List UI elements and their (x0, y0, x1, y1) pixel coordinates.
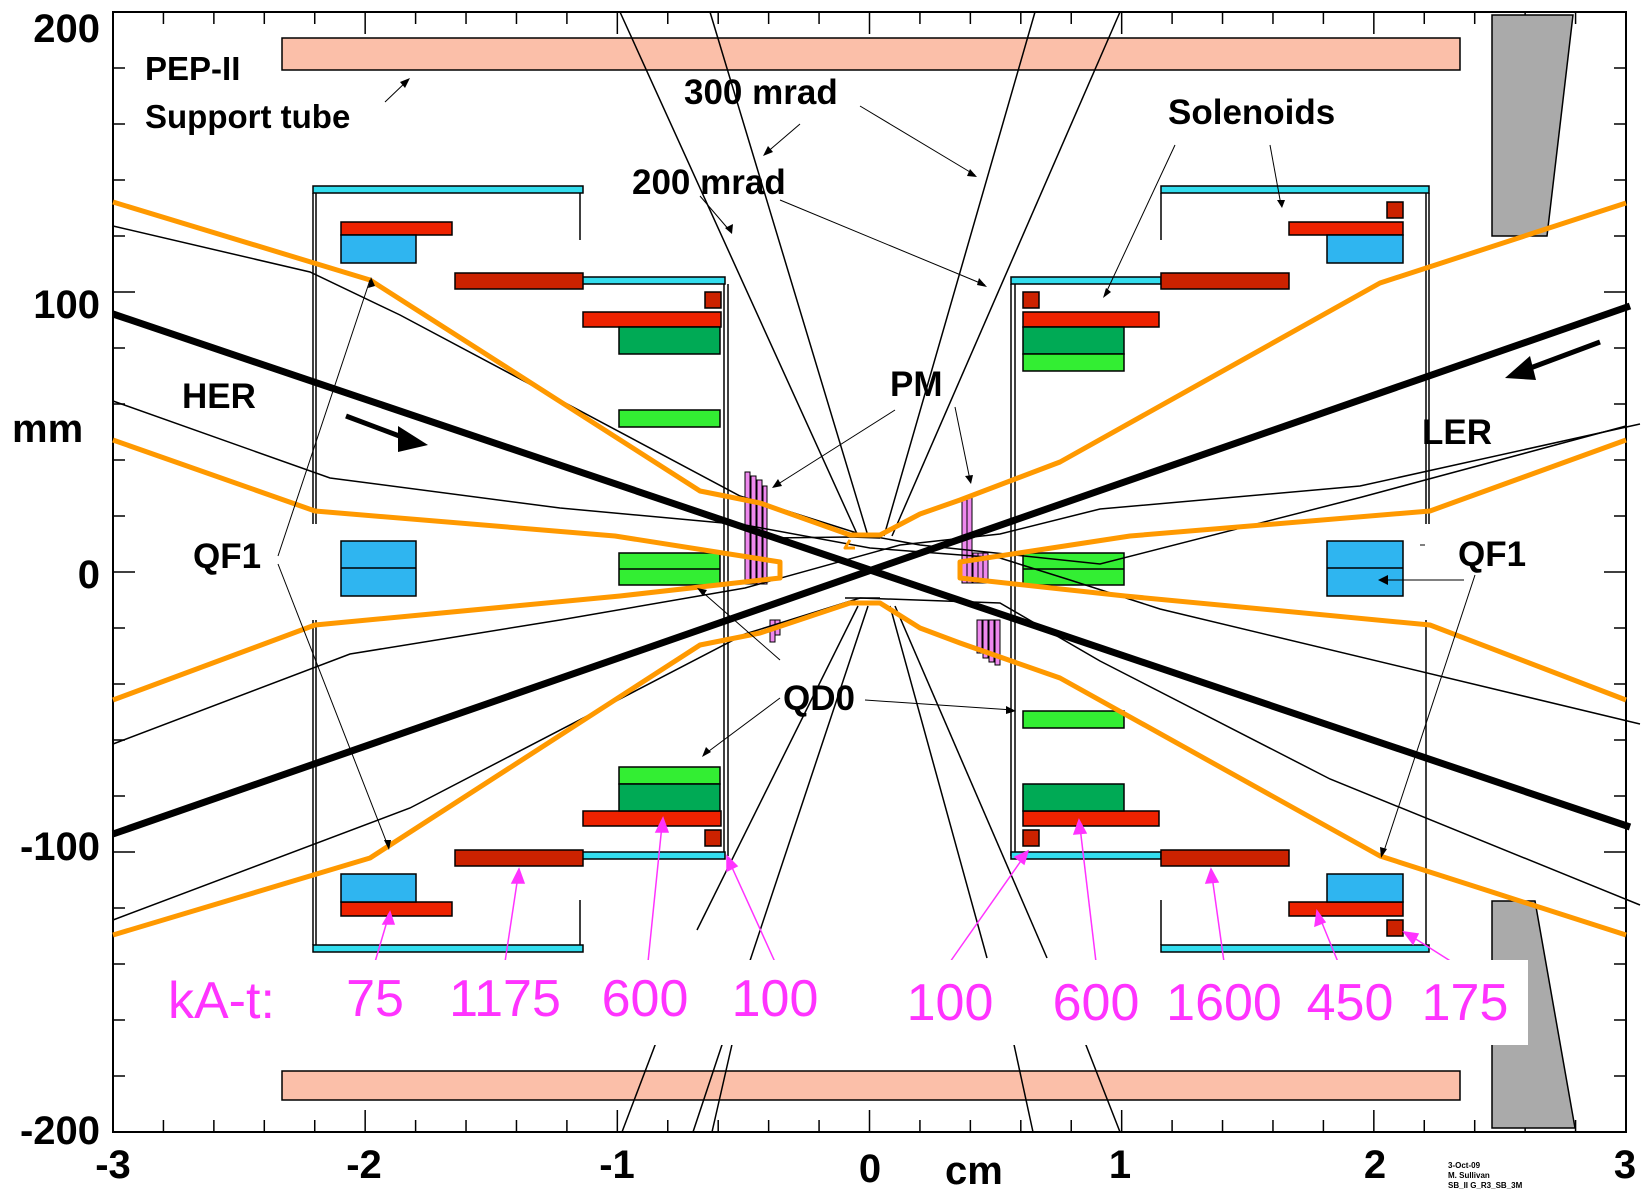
support-tube-top (281, 37, 1461, 71)
green-blocks (618, 326, 1125, 812)
y-unit-label: mm (12, 407, 83, 451)
axis-ticks (112, 11, 1627, 1133)
footer-date: 3-Oct-09 (1448, 1161, 1481, 1170)
diagram-labels: PEP-II Support tube 300 mrad 200 mrad So… (145, 50, 1526, 718)
x-tick-label: 3 (1614, 1143, 1636, 1187)
y-tick-label: 100 (33, 283, 100, 327)
footer-stamp: 3-Oct-09 M. Sullivan SB_II G_R3_SB_3M (1448, 1161, 1523, 1190)
x-tick-label: -3 (95, 1143, 131, 1187)
footer-file: SB_II G_R3_SB_3M (1448, 1181, 1523, 1190)
y-tick-label: -100 (20, 825, 100, 869)
annotation-arrowheads (368, 78, 1388, 858)
qd0-label: QD0 (783, 679, 855, 718)
current-arrows (374, 816, 1453, 963)
y-axis-labels: 200 100 0 -100 -200 mm (12, 7, 100, 1153)
footer-author: M. Sullivan (1448, 1171, 1490, 1180)
current-value: 75 (346, 970, 404, 1028)
pm-label: PM (890, 365, 943, 404)
current-value: 1600 (1166, 974, 1282, 1032)
current-value: 100 (732, 970, 819, 1028)
ler-beam-line (111, 302, 1632, 838)
current-value: 100 (907, 974, 994, 1032)
blue-blocks (340, 234, 1404, 903)
yoke-right-upper (1010, 185, 1430, 856)
qf1-left-label: QF1 (193, 537, 261, 576)
x-tick-label: 2 (1364, 1143, 1386, 1187)
yoke-left-upper (312, 185, 729, 856)
current-prefix: kA-t: (168, 972, 275, 1030)
y-tick-label: -200 (20, 1109, 100, 1153)
current-value: 175 (1422, 974, 1509, 1032)
x-tick-label: -1 (599, 1143, 635, 1187)
support-tube-label-2: Support tube (145, 98, 350, 135)
beam-envelopes (112, 199, 1627, 938)
current-label-backdrop (160, 960, 1528, 1045)
current-value: 1175 (449, 970, 561, 1028)
direction-arrows (345, 339, 1601, 452)
current-labels: kA-t: 75 1175 600 100 100 600 1600 450 1… (168, 970, 1508, 1032)
y-tick-label: 200 (33, 7, 100, 51)
current-value: 600 (602, 970, 689, 1028)
x-tick-label: -2 (346, 1143, 382, 1187)
mrad-300-label: 300 mrad (684, 73, 838, 112)
annotation-arrows (277, 79, 1476, 855)
current-value: 450 (1307, 974, 1394, 1032)
current-value: 600 (1053, 974, 1140, 1032)
grey-shield-top (1491, 14, 1574, 237)
qf1-right-label: QF1 (1458, 535, 1526, 574)
support-tube-label-1: PEP-II (145, 50, 240, 87)
ler-label: LER (1422, 413, 1492, 452)
solenoids-label: Solenoids (1168, 93, 1335, 132)
support-tube-bottom (281, 1070, 1461, 1101)
red-coils (340, 201, 1404, 937)
mrad-200-label: 200 mrad (632, 163, 786, 202)
beam-lines (111, 302, 1632, 838)
her-label: HER (182, 377, 256, 416)
x-tick-label: 1 (1109, 1143, 1131, 1187)
yoke-right-lower (1010, 620, 1430, 953)
y-tick-label: 0 (78, 553, 100, 597)
x-unit-label: cm (945, 1149, 1003, 1191)
x-axis-labels: -3 -2 -1 0 1 2 3 cm (95, 1143, 1636, 1191)
x-tick-label: 0 (859, 1147, 881, 1191)
